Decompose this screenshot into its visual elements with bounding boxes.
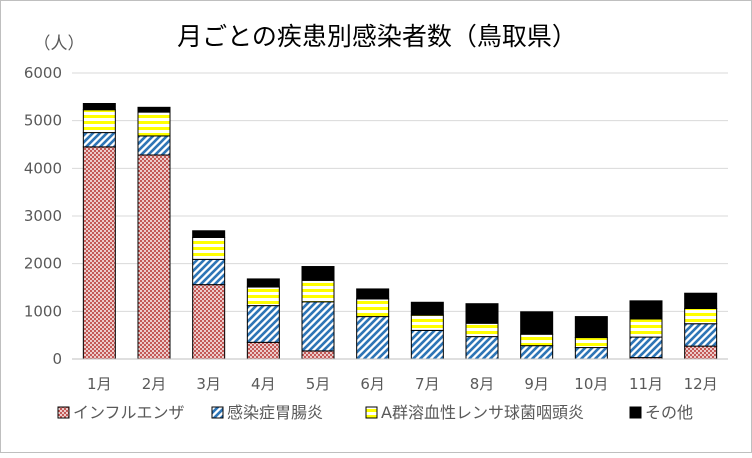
x-tick-label: 5月 [306,375,331,393]
bar-segment [684,323,718,347]
legend-label: A群溶血性レンサ球菌咽頭炎 [381,403,584,422]
legend-label: その他 [645,403,693,422]
bar-segment [574,337,608,349]
bar-segment [301,279,335,303]
bar-segment [137,154,171,360]
y-axis-unit-label: （人） [34,34,85,54]
bar-segment [684,345,718,360]
bar-segment [520,345,554,360]
x-tick-label: 4月 [251,375,276,393]
x-tick-label: 11月 [629,375,663,393]
y-tick-label: 1000 [24,302,62,320]
bar-segment [574,316,608,339]
legend-swatch [365,406,378,419]
bar-segment [82,109,116,134]
x-tick-label: 9月 [524,375,549,393]
bar-segment [520,333,554,347]
legend-swatch [629,406,642,419]
legend-swatch [211,406,224,419]
x-tick-label: 8月 [470,375,495,393]
x-tick-label: 3月 [196,375,221,393]
bar-segment [356,298,390,318]
y-tick-label: 4000 [24,159,62,177]
bar-segment [192,236,226,260]
bar-segment [82,146,116,360]
bar-segment [301,350,335,360]
x-tick-label: 12月 [684,375,718,393]
bar-segment [465,336,499,360]
bar-segment [137,111,171,137]
chart-title: 月ごとの疾患別感染者数（鳥取県） [177,22,577,51]
y-tick-label: 6000 [24,64,62,82]
bar-segment [246,305,280,343]
bar-segment [629,336,663,359]
x-tick-label: 2月 [142,375,167,393]
bar-segment [246,278,280,288]
y-tick-label: 5000 [24,112,62,130]
bar-segment [629,318,663,338]
bar-segment [574,347,608,360]
bar-segment [684,307,718,325]
bar-segment [410,329,444,360]
x-tick-label: 6月 [360,375,385,393]
x-tick-label: 1月 [87,375,112,393]
bar-segment [301,266,335,281]
bar-segment [684,292,718,309]
bar-segment [629,300,663,320]
bar-segment [137,135,171,156]
bar-segment [465,303,499,324]
bar-segment [356,288,390,300]
bar-segment [520,311,554,335]
bar-segment [356,316,390,360]
bar-segment [82,132,116,148]
bar-segment [192,284,226,360]
bar-segment [410,301,444,316]
bar-segment [137,106,171,113]
y-tick-label: 0 [52,350,62,368]
y-tick-label: 3000 [24,207,62,225]
bar-segment [246,341,280,360]
bar-segment [410,314,444,331]
y-tick-label: 2000 [24,255,62,273]
x-tick-label: 10月 [574,375,608,393]
bar-segment [246,286,280,307]
bar-segment [192,258,226,286]
bar-segment [301,301,335,352]
bar-segment [465,322,499,338]
x-tick-label: 7月 [415,375,440,393]
legend-label: 感染症胃腸炎 [227,403,323,422]
bar-segment [192,230,226,238]
legend-label: インフルエンザ [73,403,185,422]
legend-swatch [57,406,70,419]
bar-segment [82,103,116,111]
